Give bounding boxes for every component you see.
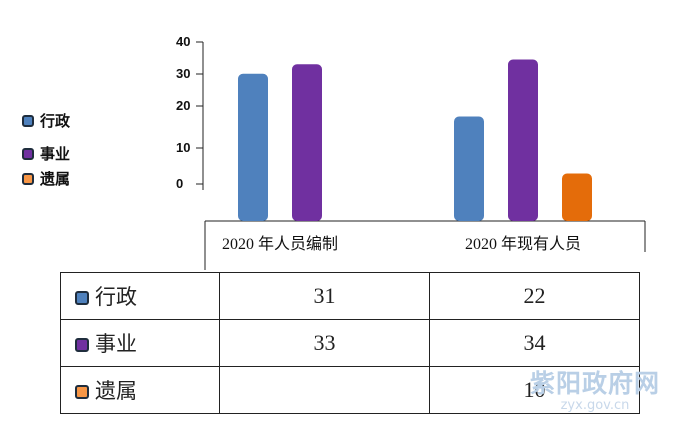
bar-0-0 — [238, 73, 268, 221]
y-tick-label: 20 — [176, 98, 190, 113]
legend-item-shiye: 事业 — [22, 143, 70, 164]
row-label: 行政 — [95, 285, 137, 309]
table-cell: 22 — [429, 272, 640, 320]
bar-chart: 40 30 20 10 0 2020 年人员编制 2020 年现有人员 — [176, 34, 646, 270]
row-swatch — [75, 385, 89, 399]
table-cell: 34 — [429, 319, 640, 367]
legend-swatch — [22, 114, 34, 127]
legend-swatch — [22, 172, 34, 185]
table-cell: 31 — [219, 272, 430, 320]
table-cell: 33 — [219, 319, 430, 367]
legend-swatch — [22, 147, 34, 160]
row-swatch — [75, 291, 89, 305]
table-row: 行政 31 22 — [60, 272, 640, 320]
y-tick-label: 10 — [176, 140, 190, 155]
bar-0-1 — [454, 116, 484, 221]
table-row: 事业 33 34 — [60, 319, 640, 367]
row-label: 事业 — [95, 332, 137, 356]
y-tick-label: 40 — [176, 34, 190, 49]
row-label: 遗属 — [95, 379, 137, 403]
row-label-cell: 遗属 — [60, 366, 220, 414]
row-label-cell: 行政 — [60, 272, 220, 320]
bar-2-1 — [562, 173, 592, 221]
table-cell: 10 — [429, 366, 640, 414]
bar-1-0 — [292, 64, 322, 221]
table-cell — [219, 366, 430, 414]
legend-label: 事业 — [40, 145, 71, 163]
legend-item-xingzheng: 行政 — [22, 110, 70, 131]
x-tick-label: 2020 年人员编制 — [222, 235, 338, 253]
legend-label: 遗属 — [40, 170, 71, 188]
y-tick-label: 0 — [176, 176, 183, 191]
table-row: 遗属 10 — [60, 366, 640, 414]
legend-item-yishu: 遗属 — [22, 168, 70, 189]
legend-label: 行政 — [40, 112, 71, 130]
x-tick-label: 2020 年现有人员 — [465, 235, 581, 253]
bar-1-1 — [508, 59, 538, 221]
row-label-cell: 事业 — [60, 319, 220, 367]
y-tick-label: 30 — [176, 66, 190, 81]
row-swatch — [75, 338, 89, 352]
data-table: 行政 31 22 事业 33 34 遗属 10 — [60, 272, 640, 414]
